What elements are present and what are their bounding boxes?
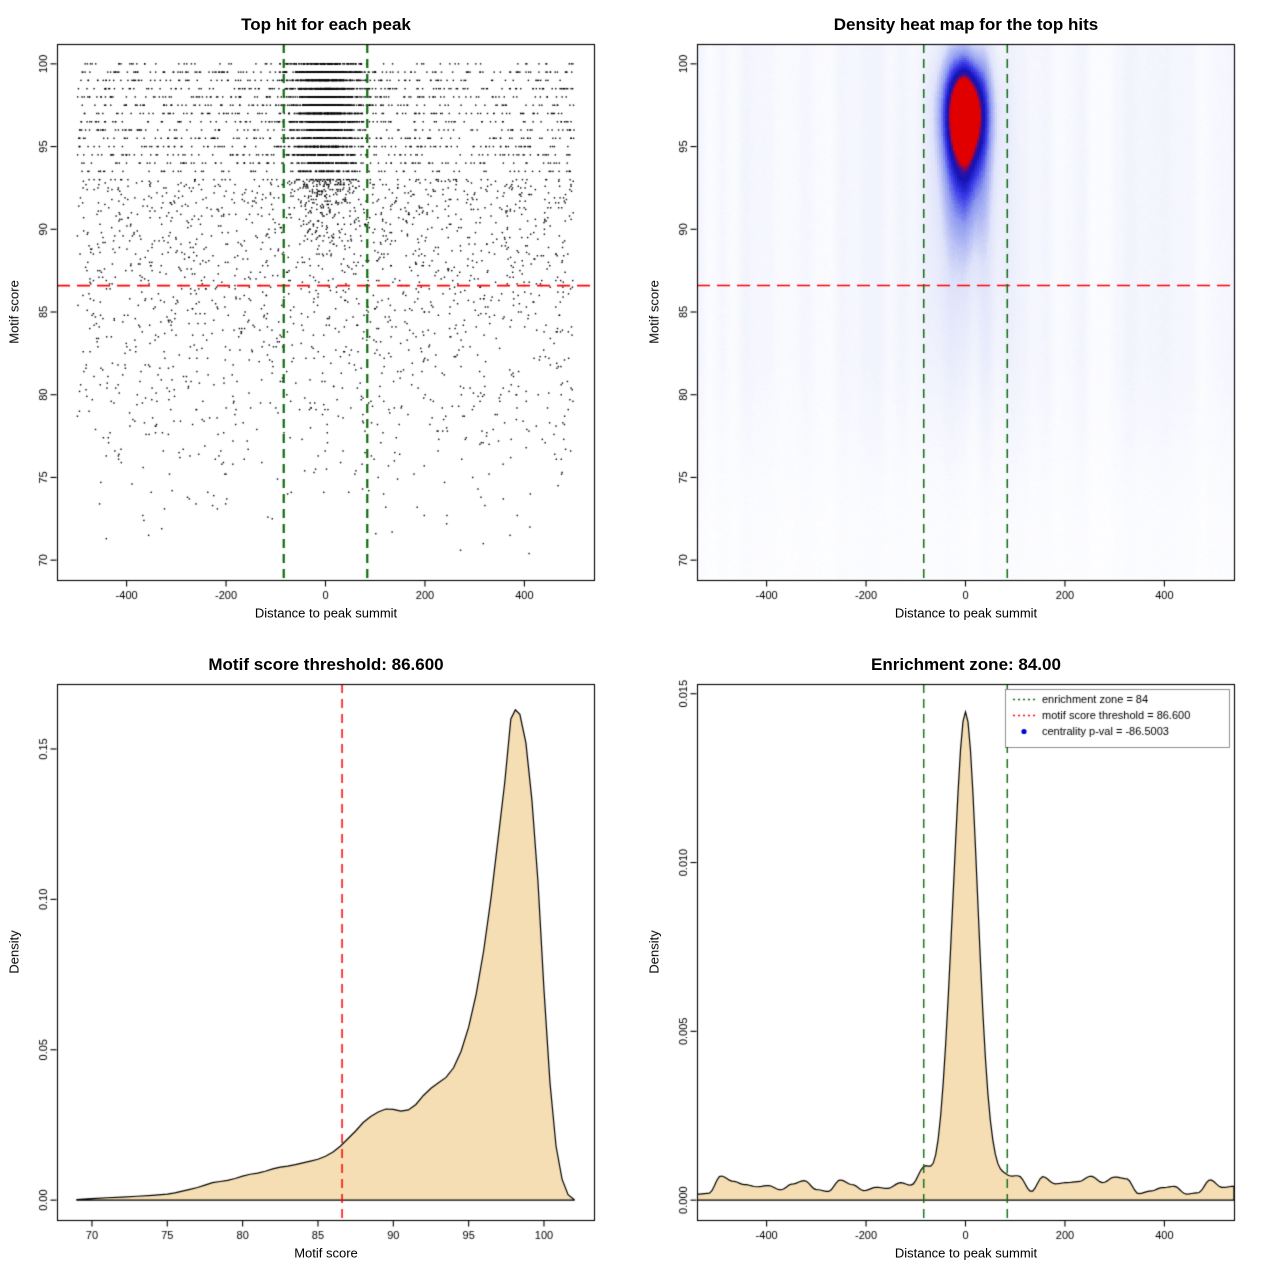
y-axis-label: Motif score [646,280,662,344]
panel-top-hit-scatter: Top hit for each peak Distance to peak s… [0,0,640,640]
chart-title: Top hit for each peak [241,15,411,34]
x-axis-label: Motif score [294,1245,358,1261]
panel-motif-score-density: Motif score threshold: 86.600 Motif scor… [0,640,640,1280]
chart-title: Motif score threshold: 86.600 [208,655,444,674]
score-density-canvas [0,640,640,1280]
panel-density-heatmap: Density heat map for the top hits Distan… [640,0,1280,640]
y-axis-label: Density [646,930,662,974]
heatmap-canvas [640,0,1280,640]
panel-enrichment-zone-density: Enrichment zone: 84.00 Distance to peak … [640,640,1280,1280]
chart-title: Enrichment zone: 84.00 [871,655,1061,674]
x-axis-label: Distance to peak summit [894,1245,1038,1261]
y-axis-label: Density [6,930,22,974]
chart-title: Density heat map for the top hits [833,15,1099,34]
x-axis-label: Distance to peak summit [254,605,398,621]
y-axis-label: Motif score [6,280,22,344]
x-axis-label: Distance to peak summit [894,605,1038,621]
scatter-plot-canvas [0,0,640,640]
distance-density-canvas [640,640,1280,1280]
